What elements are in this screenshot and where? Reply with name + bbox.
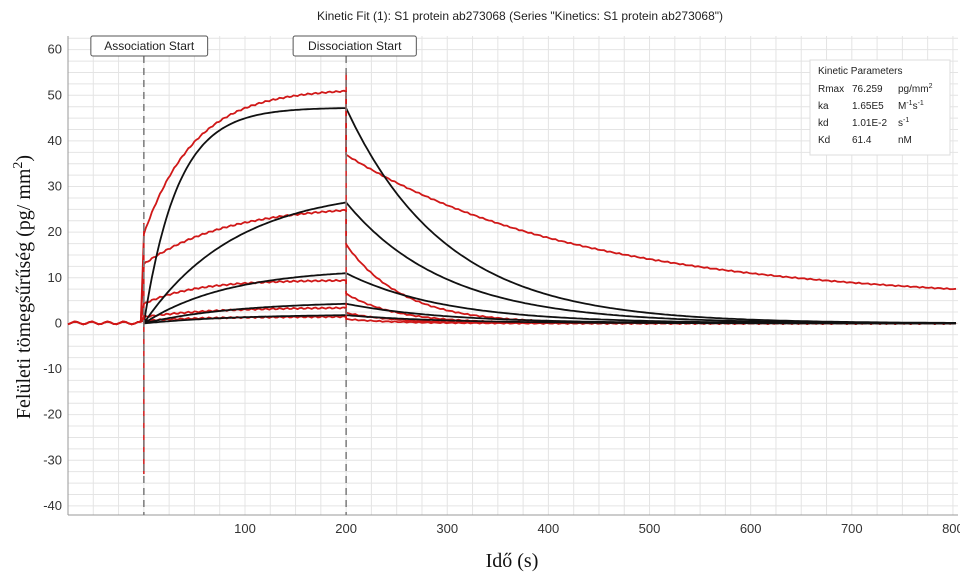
y-axis-title: Felületi tömegsűrűség (pg/ mm2) bbox=[11, 155, 35, 419]
y-axis: -40 -30 -20 -10 0 10 20 30 40 50 60 bbox=[43, 42, 62, 513]
marker-label: Dissociation Start bbox=[308, 39, 402, 53]
x-tick-label: 100 bbox=[234, 521, 256, 536]
series-layer bbox=[67, 72, 957, 474]
y-tick-label: -30 bbox=[43, 452, 62, 467]
kinetic-parameters-box: Kinetic Parameters Rmax 76.259 pg/mm2 ka 1.6… bbox=[809, 59, 951, 156]
fit-curve-10 bbox=[143, 314, 956, 325]
x-axis: 100 200 300 400 500 600 700 800 bbox=[234, 521, 960, 536]
plot-frame bbox=[67, 36, 958, 516]
measured-curve-1 bbox=[67, 89, 957, 326]
kp-unit: s-1 bbox=[898, 117, 909, 129]
y-tick-label: 0 bbox=[55, 315, 62, 330]
x-tick-label: 200 bbox=[335, 521, 357, 536]
y-tick-label: -20 bbox=[43, 407, 62, 422]
kp-value: 1.01E-2 bbox=[852, 118, 887, 129]
y-tick-label: 40 bbox=[48, 133, 62, 148]
x-tick-label: 800 bbox=[942, 521, 960, 536]
x-axis-title: Idő (s) bbox=[486, 550, 539, 572]
y-tick-label: -40 bbox=[43, 498, 62, 513]
x-tick-label: 300 bbox=[436, 521, 458, 536]
kinetic-parameters-rows: Rmax 76.259 pg/mm2 ka 1.65E5 M-1s-1 kd 1.01E-2 s… bbox=[818, 83, 933, 146]
kp-name: Kd bbox=[818, 135, 830, 146]
x-tick-label: 500 bbox=[639, 521, 661, 536]
fit-curve-6 bbox=[143, 107, 956, 324]
kp-name: ka bbox=[818, 101, 829, 112]
chart-title: Kinetic Fit (1): S1 protein ab273068 (Se… bbox=[317, 9, 723, 23]
kp-value: 76.259 bbox=[852, 84, 883, 95]
y-tick-label: 60 bbox=[48, 42, 62, 57]
x-tick-label: 700 bbox=[841, 521, 863, 536]
y-tick-label: -10 bbox=[43, 361, 62, 376]
kinetic-parameters-title: Kinetic Parameters bbox=[818, 66, 902, 77]
kp-name: Rmax bbox=[818, 84, 844, 95]
marker-label-box bbox=[90, 35, 209, 57]
y-tick-label: 20 bbox=[48, 224, 62, 239]
marker-label: Association Start bbox=[104, 39, 195, 53]
kp-unit: M-1s-1 bbox=[898, 100, 924, 112]
y-tick-label: 30 bbox=[48, 179, 62, 194]
y-tick-label: 10 bbox=[48, 270, 62, 285]
kp-unit: pg/mm2 bbox=[898, 83, 933, 95]
y-tick-label: 50 bbox=[48, 87, 62, 102]
kp-name: kd bbox=[818, 118, 829, 129]
x-tick-label: 400 bbox=[538, 521, 560, 536]
marker-label-box bbox=[292, 35, 417, 57]
phase-markers: Association Start Dissociation Start bbox=[90, 35, 417, 515]
kp-unit: nM bbox=[898, 135, 912, 146]
x-tick-label: 600 bbox=[740, 521, 762, 536]
kp-value: 1.65E5 bbox=[852, 101, 884, 112]
kp-value: 61.4 bbox=[852, 135, 872, 146]
